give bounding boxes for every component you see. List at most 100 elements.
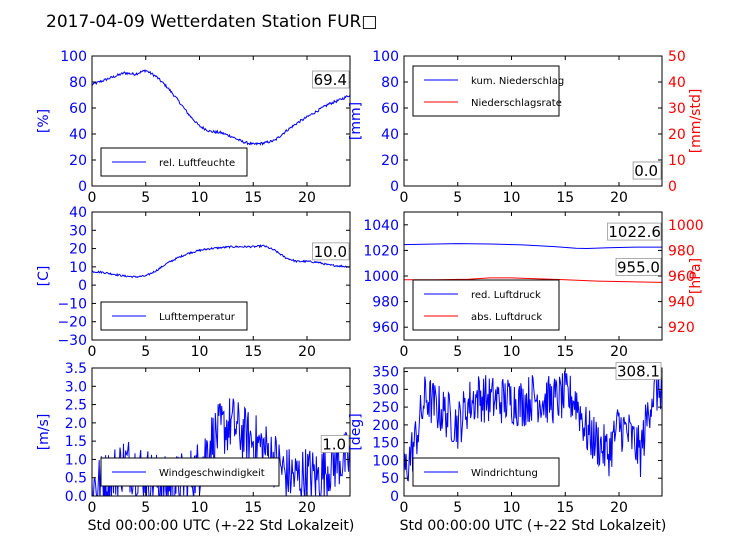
y2-tick-label: 10 (668, 153, 686, 169)
series-line-pressure-0 (404, 243, 662, 250)
legend-label: Windgeschwindigkeit (159, 468, 265, 479)
value-annotation: 308.1 (617, 362, 660, 380)
y2-tick-label: 960 (668, 269, 695, 285)
y-tick-label: 40 (69, 127, 87, 143)
series-line-windspeed-0 (92, 398, 350, 496)
value-annotation: 10.0 (314, 243, 347, 261)
y-tick-label: 1.0 (65, 452, 87, 468)
x-tick-label: 10 (191, 190, 209, 206)
x-tick-label: 15 (244, 500, 262, 516)
panel-temperature: 0 5 10 15 20 −30 −20 −10 0 10 20 30 40 [C] Lufttempera… (36, 205, 351, 360)
plot-frame (403, 367, 663, 497)
y2-tick-label: 920 (668, 320, 695, 336)
y-tick-label: 250 (372, 400, 399, 416)
y-tick-label: −30 (57, 333, 87, 349)
plot-frame (91, 367, 351, 497)
x-tick-label: 15 (244, 344, 262, 360)
y-tick-label: 3.0 (65, 379, 87, 395)
y-tick-label: 350 (372, 365, 399, 381)
value-annotation-box (312, 242, 350, 261)
x-tick-label: 10 (503, 344, 521, 360)
y-tick-label: 30 (69, 223, 87, 239)
y-tick-label: 60 (69, 101, 87, 117)
y-tick-label: 960 (372, 320, 399, 336)
x-tick-label: 5 (453, 500, 462, 516)
legend-label: kum. Niederschlag (471, 76, 564, 87)
legend-label: rel. Luftfeuchte (159, 158, 235, 169)
y-tick-label: 80 (381, 75, 399, 91)
value-annotation-2: 0.0 (634, 162, 658, 180)
x-tick-label: 20 (298, 344, 316, 360)
y-tick-label: 10 (69, 260, 87, 276)
x-tick-label: 5 (141, 344, 150, 360)
y-tick-label: −10 (57, 296, 87, 312)
x-tick-label: 0 (400, 190, 409, 206)
panel-pressure: 0 5 10 15 20 960 980 1000 1020 1040 920 940 960 980 10… (363, 211, 704, 360)
y-tick-label: 1040 (363, 218, 399, 234)
x-tick-label: 10 (503, 500, 521, 516)
y2-tick-label: 30 (668, 101, 686, 117)
y-tick-label: 50 (381, 471, 399, 487)
y2-tick-label: 0 (668, 179, 677, 195)
value-annotation-box (312, 70, 350, 89)
x-tick-label: 0 (88, 500, 97, 516)
y-tick-label: 980 (372, 295, 399, 311)
y2-tick-label: 50 (668, 49, 686, 65)
y2-tick-label: 20 (668, 127, 686, 143)
value-annotation-box (320, 435, 350, 453)
x-tick-label: 10 (191, 500, 209, 516)
chart-title: 2017-04-09 Wetterdaten Station FUR□ (46, 12, 377, 32)
x-tick-label: 0 (88, 190, 97, 206)
x-tick-label: 10 (191, 344, 209, 360)
y-tick-label: 300 (372, 382, 399, 398)
x-tick-label: 20 (298, 500, 316, 516)
y-tick-label: 0 (78, 179, 87, 195)
x-tick-label: 20 (610, 500, 628, 516)
value-annotation: 1.0 (322, 435, 346, 453)
y-tick-label: 100 (60, 49, 87, 65)
y-tick-label: 200 (372, 418, 399, 434)
y-tick-label: −20 (57, 315, 87, 331)
y-tick-label: 150 (372, 436, 399, 452)
y-tick-label: 40 (381, 127, 399, 143)
value-annotation-box (615, 362, 662, 380)
series-line-winddirection-0 (404, 368, 662, 482)
legend-label: Lufttemperatur (159, 312, 236, 323)
y-tick-label: 100 (372, 49, 399, 65)
y2-axis-label: [mm/std] (688, 89, 704, 154)
y-tick-label: 0 (390, 489, 399, 505)
plot-frame (91, 55, 351, 187)
y-tick-label: 0 (78, 278, 87, 294)
x-tick-label: 5 (453, 344, 462, 360)
x-axis-label: Std 00:00:00 UTC (+-22 Std Lokalzeit) (88, 518, 355, 534)
value-annotation: 69.4 (314, 71, 347, 89)
y2-tick-label: 940 (668, 295, 695, 311)
x-tick-label: 15 (556, 190, 574, 206)
value-annotation: 1022.6 (608, 223, 661, 241)
plot-frame (403, 55, 663, 187)
y-tick-label: 1000 (363, 269, 399, 285)
y-tick-label: 60 (381, 101, 399, 117)
x-tick-label: 20 (298, 190, 316, 206)
legend-label: Niederschlagsrate (471, 98, 562, 109)
value-annotation-2-box (632, 161, 662, 180)
x-tick-label: 15 (556, 500, 574, 516)
x-axis-label: Std 00:00:00 UTC (+-22 Std Lokalzeit) (400, 518, 667, 534)
series-line-humidity-0 (92, 69, 350, 146)
y-tick-label: 20 (69, 242, 87, 258)
y2-tick-label: 40 (668, 75, 686, 91)
panel-windspeed: 0 5 10 15 20 0.0 0.5 1.0 1.5 2.0 2.5 3.0 3.5 [m/s] Std… (36, 361, 354, 534)
x-tick-label: 5 (141, 500, 150, 516)
y2-axis-label: [hPa] (688, 258, 704, 294)
legend-label: red. Luftdruck (471, 290, 541, 301)
y-axis-label: [deg] (348, 413, 364, 450)
value-annotation-box (607, 222, 662, 241)
x-tick-label: 15 (556, 344, 574, 360)
x-tick-label: 10 (503, 190, 521, 206)
panel-humidity: 0 5 10 15 20 0 20 40 60 80 100 [%] rel. Luftfeuchte 6… (36, 49, 351, 206)
y-axis-label: [C] (36, 266, 52, 287)
panel-precipitation: 0 5 10 15 20 0 20 40 60 80 100 0 10 20 30 40 50 [mm/std] [… (348, 49, 704, 206)
y-tick-label: 2.5 (65, 398, 87, 414)
